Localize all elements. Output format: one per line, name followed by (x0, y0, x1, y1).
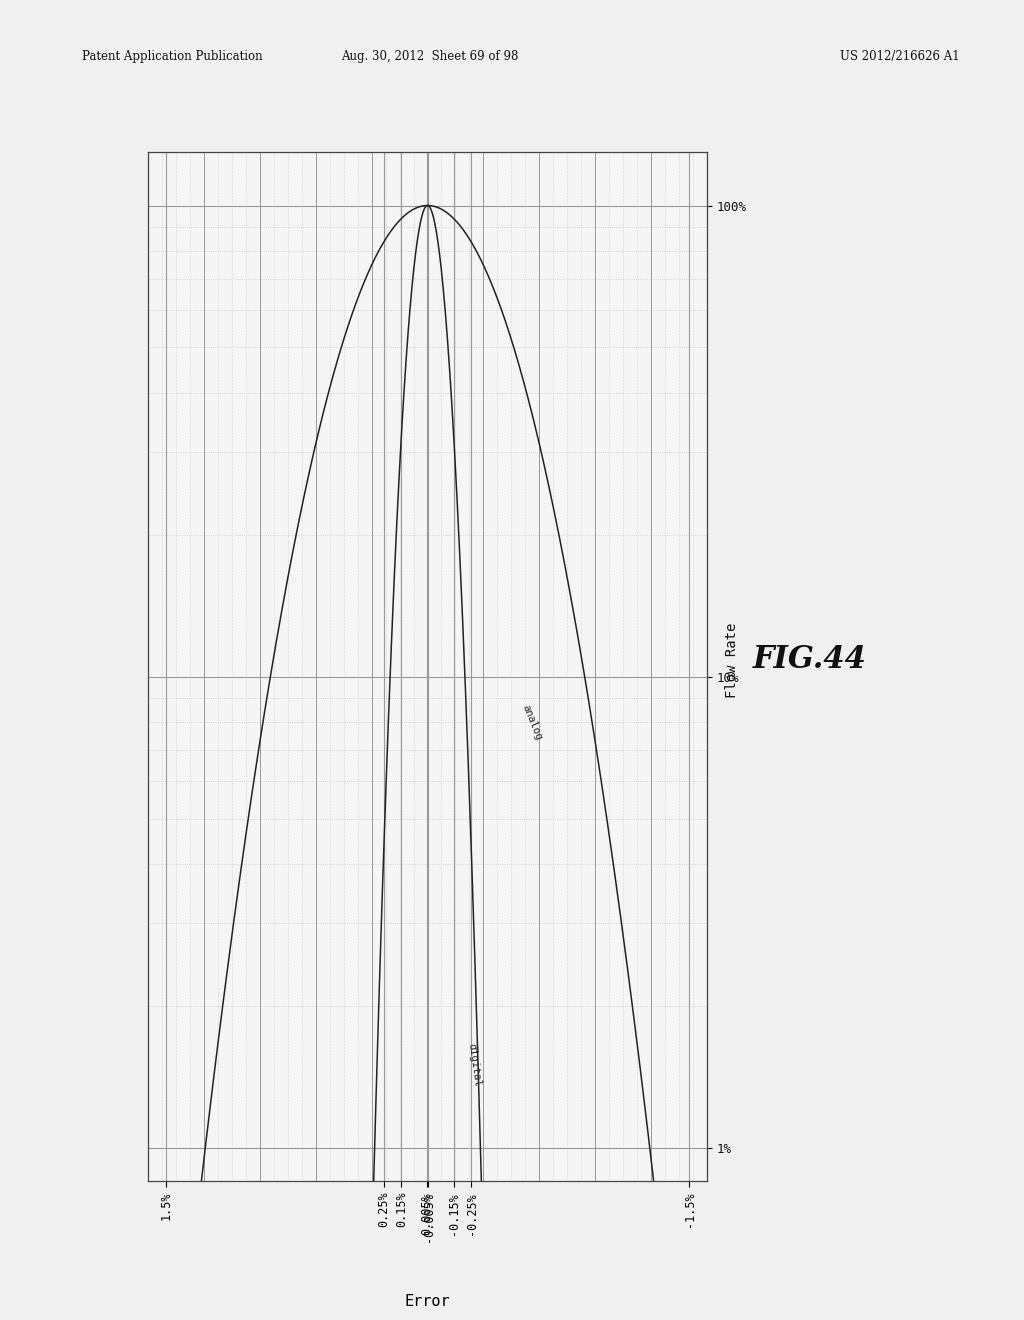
Text: analog: analog (520, 704, 544, 742)
Text: digital: digital (467, 1043, 482, 1088)
Text: US 2012/216626 A1: US 2012/216626 A1 (840, 50, 959, 63)
Text: Aug. 30, 2012  Sheet 69 of 98: Aug. 30, 2012 Sheet 69 of 98 (341, 50, 519, 63)
Text: FIG.44: FIG.44 (753, 644, 866, 676)
Text: Patent Application Publication: Patent Application Publication (82, 50, 262, 63)
Text: Flow Rate: Flow Rate (725, 622, 739, 698)
X-axis label: Error: Error (404, 1295, 451, 1309)
